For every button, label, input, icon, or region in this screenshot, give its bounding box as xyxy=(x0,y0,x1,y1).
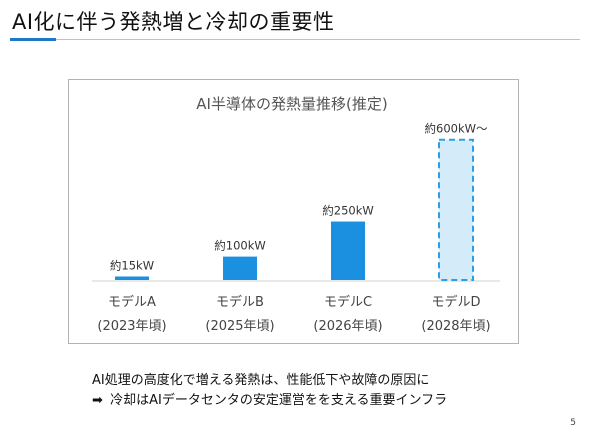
page-number: 5 xyxy=(570,418,576,428)
bar-3 xyxy=(331,221,365,280)
bars-layer: 約15kW モデルA (2023年頃) 約100kW モデルB (2025年頃) 約250k… xyxy=(97,122,490,334)
title-underline-rule xyxy=(56,39,580,40)
x-tick-label-2: モデルB xyxy=(216,294,264,310)
x-tick-label-4: モデルD xyxy=(431,294,480,310)
x-tick-year-2: (2025年頃) xyxy=(205,319,274,334)
x-tick-year-3: (2026年頃) xyxy=(313,319,382,334)
title-underline xyxy=(10,38,580,41)
caption-line-1: AI処理の高度化で増える発熱は、性能低下や故障の原因に xyxy=(92,373,430,388)
data-label-2: 約100kW xyxy=(214,239,265,253)
data-label-3: 約250kW xyxy=(322,204,373,218)
caption-line-2: ➡ 冷却はAIデータセンタの安定運営をを支える重要インフラ xyxy=(92,391,447,411)
bar-1 xyxy=(115,276,149,280)
slide-title: AI化に伴う発熱増と冷却の重要性 xyxy=(12,10,335,34)
x-tick-year-4: (2028年頃) xyxy=(421,319,490,334)
bar-2 xyxy=(223,256,257,280)
x-tick-label-3: モデルC xyxy=(324,294,372,310)
right-arrow-icon: ➡ xyxy=(92,393,103,408)
data-label-4: 約600kW～ xyxy=(425,122,488,136)
caption-line-2-text: 冷却はAIデータセンタの安定運営をを支える重要インフラ xyxy=(110,393,448,408)
title-underline-accent xyxy=(10,38,56,41)
data-label-1: 約15kW xyxy=(110,258,154,272)
bar-4 xyxy=(438,138,474,281)
caption: AI処理の高度化で増える発熱は、性能低下や故障の原因に ➡ 冷却はAIデータセン… xyxy=(92,371,447,411)
x-tick-year-1: (2023年頃) xyxy=(97,319,166,334)
x-tick-label-1: モデルA xyxy=(108,294,156,310)
chart-title: AI半導体の発熱量推移(推定) xyxy=(196,95,387,113)
